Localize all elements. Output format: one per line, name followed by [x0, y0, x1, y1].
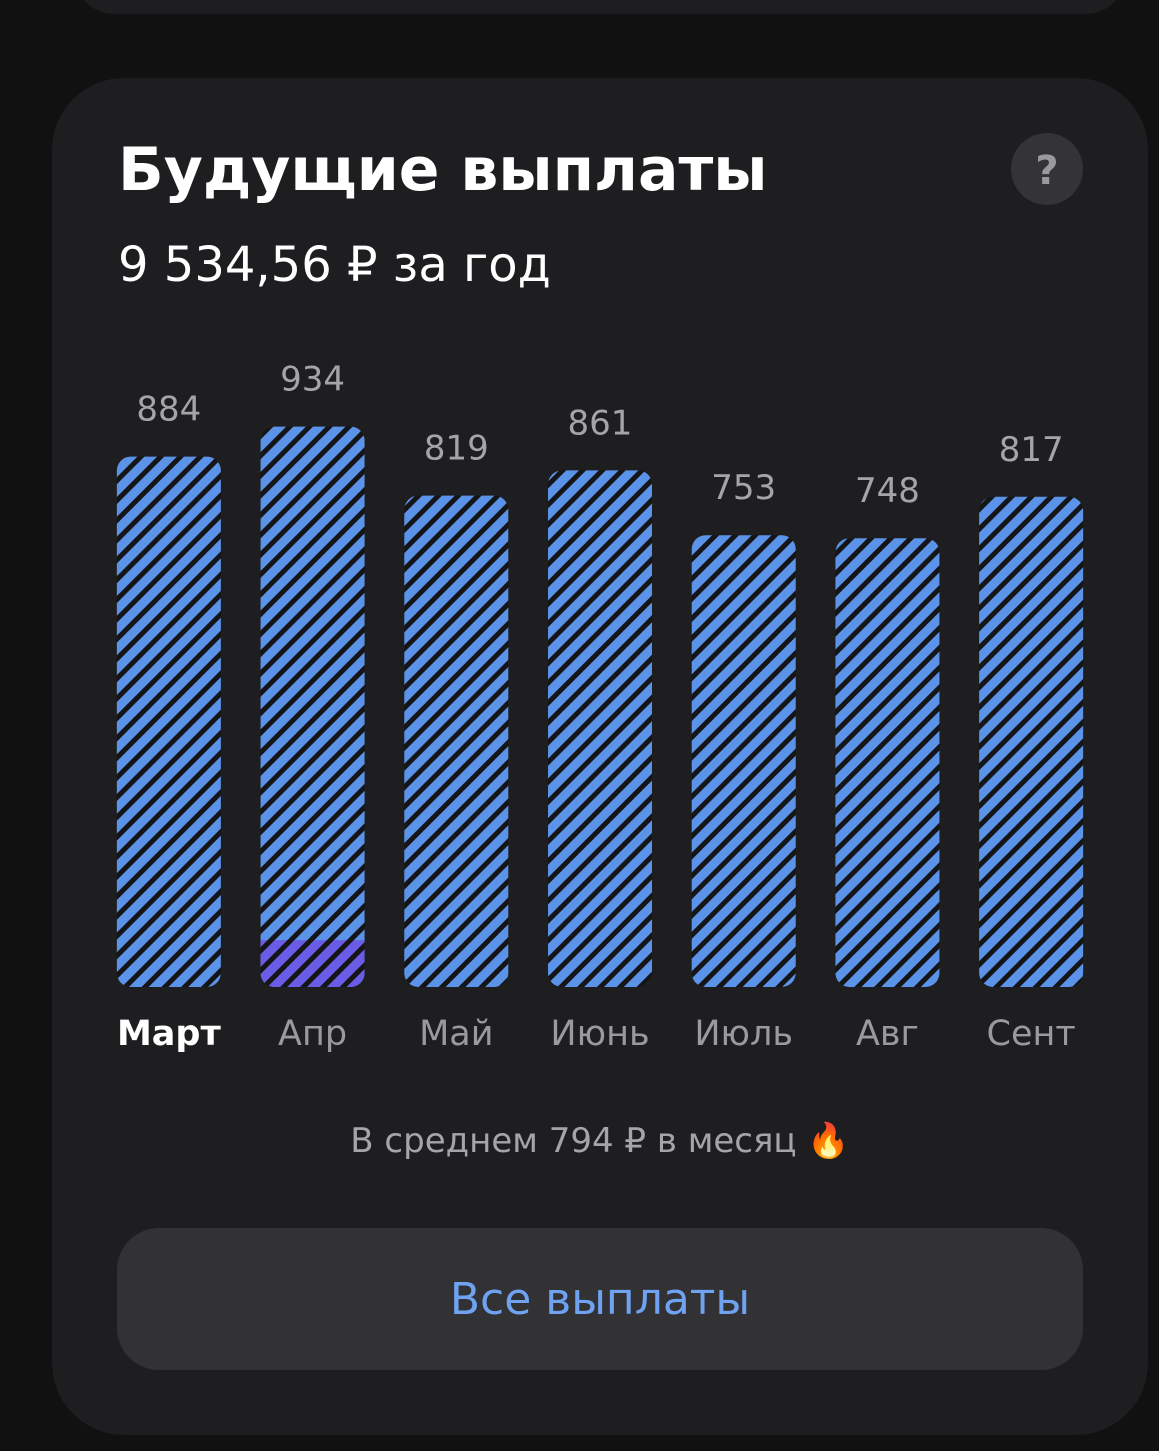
bar: [404, 495, 509, 987]
bar: [979, 496, 1084, 987]
bar-part: [260, 940, 365, 987]
value-label: 817: [999, 430, 1064, 470]
bar: [116, 456, 221, 988]
value-label: 934: [280, 360, 345, 400]
x-tick-label[interactable]: Апр: [278, 1014, 347, 1054]
x-tick-label[interactable]: Сент: [987, 1014, 1076, 1054]
title: Будущие выплаты: [118, 135, 768, 205]
value-label: 884: [136, 390, 201, 430]
value-label: 753: [711, 468, 776, 508]
previous-card: [83, 0, 1117, 14]
x-tick-label[interactable]: Июнь: [550, 1014, 649, 1054]
subtitle: 9 534,56 ₽ за год: [118, 237, 551, 293]
chart: 884 Март 934 Апр 819 Май 861 Июнь 753 Июль 748 Авг 8…: [116, 360, 1084, 1054]
average-note: В среднем 794 ₽ в месяц 🔥: [350, 1121, 849, 1161]
x-tick-label[interactable]: Авг: [856, 1014, 919, 1054]
value-label: 819: [424, 429, 489, 469]
help-icon[interactable]: ?: [1035, 148, 1058, 194]
all-payments-label[interactable]: Все выплаты: [450, 1274, 750, 1325]
value-label: 861: [568, 403, 633, 443]
bar: [548, 470, 652, 987]
all-payments-button[interactable]: [117, 1228, 1083, 1370]
x-tick-label[interactable]: Май: [419, 1014, 493, 1054]
bar: [260, 426, 365, 988]
x-tick-label[interactable]: Июль: [694, 1014, 793, 1054]
bar: [691, 535, 796, 987]
bar: [835, 538, 940, 987]
x-tick-label[interactable]: Март: [117, 1014, 222, 1054]
help-button[interactable]: [1011, 133, 1083, 205]
value-label: 748: [855, 471, 920, 511]
